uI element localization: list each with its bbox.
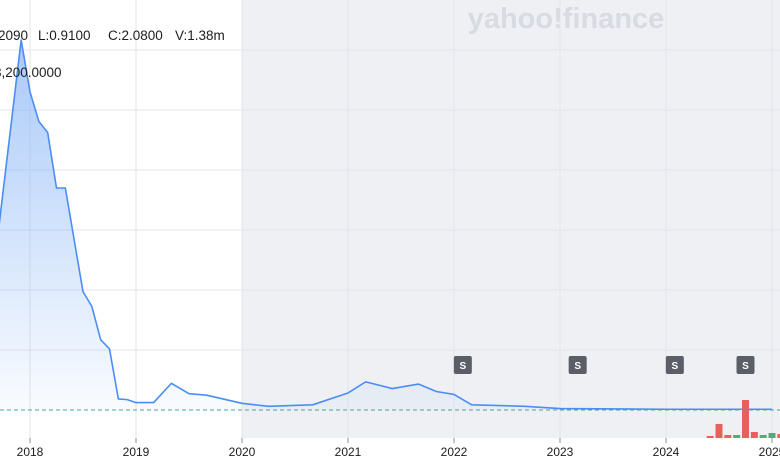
x-tick-label: 2024 [653,445,680,459]
volume-bar [715,424,723,438]
volume-bar [777,434,780,438]
split-badge-label: S [459,361,466,372]
x-tick-label: 2025 [759,445,780,459]
volume-bar [768,433,776,438]
ohlc-close: C:2.0800 [108,28,163,43]
ohlc-readout: 2090 L:0.9100 C:2.0800 V:1.38m [0,28,225,43]
x-tick-label: 2020 [229,445,256,459]
volume-bar [724,435,732,438]
ohlc-high: 2090 [0,28,28,43]
price-area [0,39,772,411]
price-area-fill [0,40,772,410]
volume-bar [759,435,767,438]
volume-bar [742,400,749,438]
split-marker[interactable]: S [453,356,472,374]
shaded-range [242,0,780,438]
x-tick-label: 2018 [17,445,44,459]
x-tick-label: 2023 [547,445,574,459]
split-badge [736,356,755,374]
price-label: 3,200.0000 [0,65,62,80]
volume-bar [706,436,714,438]
price-line [0,39,772,411]
split-marker[interactable]: S [665,356,684,374]
split-badge-label: S [742,361,749,372]
x-axis: 2018 2019 2020 2021 2022 2023 2024 2025 [17,438,780,459]
x-tick-label: 2022 [441,445,468,459]
split-badge [453,356,472,374]
split-badge [568,356,587,374]
yahoo-finance-watermark: yahoo!finance [468,3,665,35]
ohlc-volume: V:1.38m [175,28,225,43]
split-badge-label: S [671,361,678,372]
volume-bars [706,400,780,438]
split-badge-label: S [574,361,581,372]
x-tick-label: 2019 [123,445,150,459]
volume-bar [750,432,758,438]
x-tick-label: 2021 [335,445,362,459]
volume-bar [733,435,741,438]
split-marker[interactable]: S [568,356,587,374]
split-marker[interactable]: S [736,356,755,374]
ohlc-low: L:0.9100 [38,28,91,43]
split-badge [665,356,684,374]
